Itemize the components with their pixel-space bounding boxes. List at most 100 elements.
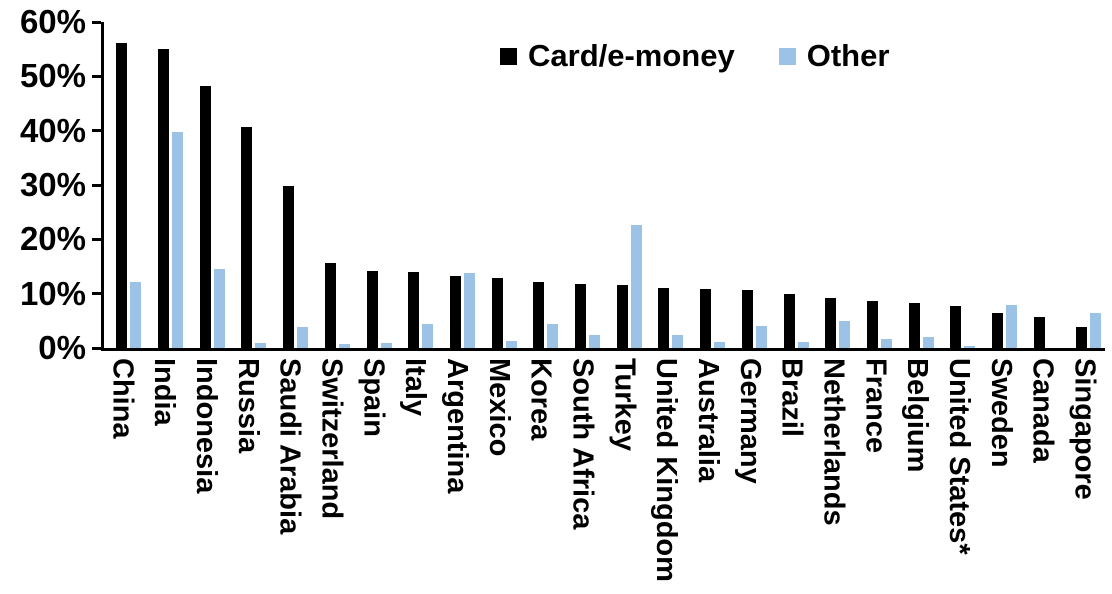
plot-area [101,22,1105,351]
bar-other-argentina [463,273,475,348]
bar-group [604,22,646,348]
x-axis-labels: China India Indonesia Russia Saudi Arabia Swi… [101,358,1105,594]
bar-card-e-money-argentina [449,275,461,348]
x-axis-label: South Africa [566,358,599,530]
x-axis-label: Saudi Arabia [273,358,306,535]
bar-card-e-money-italy [408,271,420,348]
x-axis-label-cell: China [101,358,143,594]
bar-other-italy [422,323,434,348]
bar-other-china [130,281,142,348]
y-axis-tick-label: 20% [19,220,86,258]
bar-group [1021,22,1063,348]
bar-card-e-money-mexico [491,277,503,348]
bar-group [1063,22,1105,348]
x-axis-label-cell: Canada [1021,358,1063,594]
x-axis-label-cell: Switzerland [310,358,352,594]
bar-other-india [172,131,184,348]
x-axis-label: Argentina [441,358,474,494]
x-axis-label: India [148,358,181,426]
x-axis-label: Mexico [482,358,515,457]
x-axis-label: Germany [733,358,766,484]
bar-other-south-africa [589,334,601,348]
bar-group [980,22,1022,348]
x-axis-label: China [106,358,139,439]
bar-group [646,22,688,348]
x-axis-label: Netherlands [817,358,850,526]
x-axis-label-cell: India [143,358,185,594]
bar-other-australia [714,342,726,348]
y-axis-tick [92,20,101,24]
bar-other-indonesia [213,269,225,348]
x-axis-label-cell: France [854,358,896,594]
bar-card-e-money-belgium [908,302,920,348]
bar-card-e-money-china [116,42,128,348]
x-axis-label: Sweden [984,358,1017,468]
x-axis-label: Italy [399,358,432,417]
bar-card-e-money-india [158,49,170,348]
x-axis-label: Brazil [775,358,808,437]
bar-other-mexico [505,340,517,348]
x-axis-label: Singapore [1068,358,1101,500]
bar-other-korea [547,323,559,348]
bar-card-e-money-canada [1033,316,1045,348]
bar-group [938,22,980,348]
bar-group [229,22,271,348]
y-axis-tick-label: 0% [38,329,86,366]
bar-other-turkey [630,225,642,348]
bar-group [438,22,480,348]
legend-label-other: Other [806,38,890,73]
bar-other-belgium [922,337,934,348]
y-axis-tick [92,237,101,241]
bar-other-france [881,339,892,348]
x-axis-label: Australia [692,358,724,483]
bar-card-e-money-switzerland [324,263,336,348]
x-axis-label: Korea [524,358,557,441]
bar-group [396,22,438,348]
x-axis-label-cell: Korea [519,358,561,594]
bar-card-e-money-france [867,301,878,348]
bar-other-russia [255,342,267,348]
x-axis-label-cell: Italy [394,358,436,594]
bar-card-e-money-germany [741,290,753,348]
bar-card-e-money-netherlands [825,298,837,348]
y-axis-tick-label: 10% [19,274,86,312]
bar-group [563,22,605,348]
x-axis-label-cell: United Kingdom [645,358,687,594]
bar-group [855,22,897,348]
y-axis-tick-label: 30% [19,166,86,203]
bar-group [896,22,938,348]
x-axis-label-cell: Netherlands [812,358,854,594]
x-axis-label-cell: Russia [226,358,268,594]
x-axis-label: Turkey [608,358,641,451]
x-axis-label-cell: Argentina [436,358,478,594]
x-axis-label: Russia [231,358,264,454]
y-axis-tick [92,129,101,133]
x-axis-label-cell: South Africa [561,358,603,594]
y-axis-tick [92,74,101,78]
x-axis-label-cell: United States* [938,358,980,594]
x-axis-label: Belgium [901,358,934,473]
bar-group [313,22,355,348]
x-axis-label: United States* [942,358,975,555]
bar-group [521,22,563,348]
bar-group [479,22,521,348]
bar-card-e-money-south-africa [575,283,587,348]
x-axis-label-cell: Indonesia [185,358,227,594]
x-axis-label-cell: Germany [728,358,770,594]
bar-group [187,22,229,348]
legend-item-card-e-money: Card/e-money [500,38,735,74]
y-axis-tick [92,183,101,187]
bar-card-e-money-korea [533,281,545,348]
legend-item-other: Other [778,38,890,74]
x-axis-label-cell: Spain [352,358,394,594]
bar-card-e-money-turkey [616,284,628,348]
bar-card-e-money-australia [700,289,712,348]
bar-group [104,22,146,348]
bar-other-united-states- [964,346,976,348]
x-axis-label: United Kingdom [650,358,683,582]
y-axis-tick-label: 60% [19,3,86,40]
bar-group [771,22,813,348]
bar-group [354,22,396,348]
y-axis-tick-label: 40% [19,111,86,149]
